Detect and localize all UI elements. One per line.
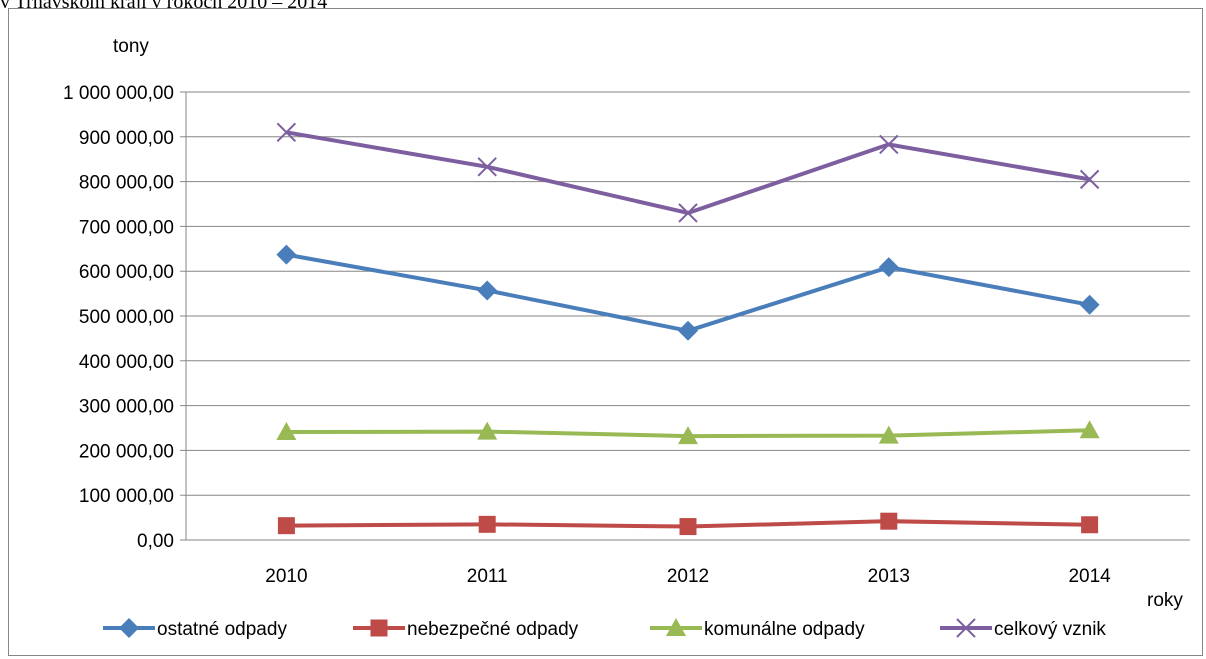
- x-tick-label: 2010: [265, 566, 307, 587]
- y-tick-label: 500 000,00: [79, 307, 174, 328]
- y-tick-label: 300 000,00: [79, 397, 174, 418]
- y-tick-label: 1 000 000,00: [63, 83, 174, 104]
- y-axis-title: tony: [113, 36, 149, 57]
- y-tick-label: 200 000,00: [79, 441, 174, 462]
- chart-frame: [8, 8, 1203, 656]
- data-point: [478, 515, 496, 533]
- y-tick-label: 700 000,00: [79, 217, 174, 238]
- data-point: [878, 257, 899, 278]
- data-point: [1079, 420, 1100, 439]
- data-point: [880, 512, 898, 530]
- legend: ostatné odpady nebezpečné odpady komunálne…: [103, 618, 1106, 640]
- data-point: [678, 203, 698, 223]
- series-line: [286, 130, 1090, 215]
- data-point: [276, 244, 297, 265]
- legend-label: komunálne odpady: [704, 619, 865, 640]
- legend-label: nebezpečné odpady: [407, 619, 579, 640]
- data-point: [477, 157, 497, 177]
- gridlines: [180, 91, 1190, 541]
- data-point: [679, 518, 697, 536]
- x-tick-label: 2014: [1068, 566, 1111, 587]
- legend-marker: [956, 618, 976, 638]
- data-point: [678, 320, 698, 341]
- data-point: [276, 422, 297, 441]
- legend-marker: [370, 619, 388, 637]
- series-celkový-vznik: [276, 122, 1100, 223]
- data-point: [1079, 294, 1100, 315]
- series-nebezpečné-odpady: [277, 512, 1099, 536]
- legend-marker: [666, 618, 686, 636]
- legend-item: celkový vznik: [940, 618, 1106, 640]
- x-tick-label: 2012: [667, 566, 709, 587]
- series-komunálne-odpady: [276, 420, 1100, 445]
- data-point: [879, 134, 899, 155]
- data-point: [1081, 516, 1099, 534]
- data-point: [878, 425, 899, 444]
- x-axis-ticks: 2010 2011 2012 2013 2014: [265, 566, 1111, 587]
- y-tick-label: 600 000,00: [79, 262, 174, 283]
- y-tick-label: 800 000,00: [79, 173, 174, 194]
- y-tick-label: 0,00: [137, 531, 174, 552]
- data-point: [276, 122, 297, 143]
- y-tick-label: 100 000,00: [79, 486, 174, 507]
- x-axis-title: roky: [1147, 590, 1183, 611]
- legend-item: nebezpečné odpady: [353, 619, 579, 640]
- legend-item: komunálne odpady: [650, 618, 865, 640]
- x-tick-label: 2013: [868, 566, 910, 587]
- data-point: [277, 517, 295, 535]
- data-point: [477, 280, 498, 301]
- y-tick-label: 400 000,00: [79, 352, 174, 373]
- legend-item: ostatné odpady: [103, 618, 287, 640]
- series-ostatné-odpady: [276, 244, 1100, 341]
- y-axis-ticks: 0,00 100 000,00 200 000,00 300 000,00 400 00…: [63, 83, 174, 552]
- data-point: [1079, 169, 1100, 190]
- legend-label: celkový vznik: [994, 619, 1106, 640]
- y-tick-label: 900 000,00: [79, 128, 174, 149]
- legend-marker: [119, 618, 139, 638]
- data-point: [477, 421, 498, 440]
- series-line: [286, 252, 1090, 333]
- x-tick-label: 2011: [467, 566, 508, 587]
- legend-label: ostatné odpady: [157, 619, 287, 640]
- data-point: [678, 426, 698, 445]
- series-layer: [276, 122, 1100, 536]
